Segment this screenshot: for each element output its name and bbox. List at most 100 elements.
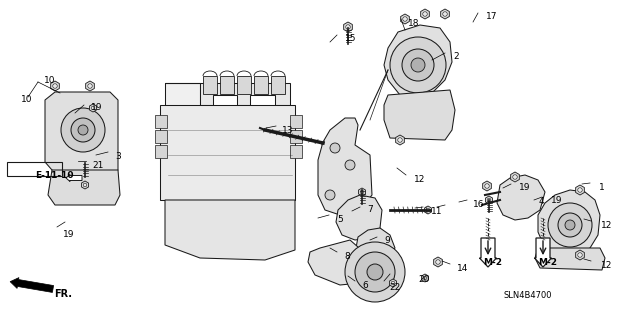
Polygon shape bbox=[358, 188, 365, 196]
Text: M-2: M-2 bbox=[538, 258, 557, 267]
Polygon shape bbox=[511, 172, 519, 182]
Circle shape bbox=[548, 203, 592, 247]
FancyArrow shape bbox=[10, 278, 54, 293]
Text: 19: 19 bbox=[519, 183, 531, 192]
Text: 21: 21 bbox=[92, 161, 104, 170]
Text: 2: 2 bbox=[453, 52, 459, 61]
Bar bbox=[7, 162, 62, 176]
Text: 10: 10 bbox=[44, 76, 56, 85]
Text: 14: 14 bbox=[457, 264, 468, 273]
Circle shape bbox=[61, 108, 105, 152]
FancyArrow shape bbox=[479, 238, 497, 267]
Circle shape bbox=[423, 276, 427, 280]
FancyArrow shape bbox=[66, 174, 82, 182]
Circle shape bbox=[487, 198, 491, 202]
Circle shape bbox=[88, 84, 92, 88]
Circle shape bbox=[513, 175, 517, 179]
Polygon shape bbox=[356, 228, 395, 262]
Text: 17: 17 bbox=[486, 12, 497, 21]
Polygon shape bbox=[45, 92, 118, 185]
Text: 11: 11 bbox=[431, 207, 442, 216]
Text: 5: 5 bbox=[337, 215, 343, 224]
Text: E-11-10: E-11-10 bbox=[35, 171, 74, 180]
Polygon shape bbox=[538, 190, 600, 255]
Polygon shape bbox=[165, 200, 295, 260]
Circle shape bbox=[391, 281, 395, 285]
Polygon shape bbox=[165, 83, 200, 170]
Bar bbox=[220, 76, 234, 94]
Polygon shape bbox=[48, 170, 120, 205]
Polygon shape bbox=[434, 257, 442, 267]
Text: 18: 18 bbox=[408, 19, 419, 28]
Circle shape bbox=[92, 106, 95, 110]
Circle shape bbox=[390, 37, 446, 93]
Text: 15: 15 bbox=[345, 34, 356, 43]
Circle shape bbox=[345, 242, 405, 302]
Text: 9: 9 bbox=[384, 236, 390, 245]
Text: SLN4B4700: SLN4B4700 bbox=[504, 291, 552, 300]
Text: 12: 12 bbox=[414, 175, 426, 184]
Text: 4: 4 bbox=[539, 197, 545, 206]
Circle shape bbox=[397, 138, 403, 142]
Polygon shape bbox=[441, 9, 449, 19]
Circle shape bbox=[436, 260, 440, 264]
Text: 19: 19 bbox=[551, 196, 563, 205]
Circle shape bbox=[325, 190, 335, 200]
Polygon shape bbox=[318, 118, 372, 215]
Circle shape bbox=[402, 49, 434, 81]
Text: 19: 19 bbox=[91, 103, 102, 112]
Polygon shape bbox=[575, 250, 584, 260]
Polygon shape bbox=[424, 206, 431, 214]
Polygon shape bbox=[396, 135, 404, 145]
Polygon shape bbox=[420, 9, 429, 19]
Polygon shape bbox=[308, 240, 378, 285]
Bar bbox=[155, 130, 167, 143]
Polygon shape bbox=[401, 14, 410, 24]
Bar bbox=[290, 130, 302, 143]
Text: 13: 13 bbox=[282, 126, 294, 135]
Text: 22: 22 bbox=[389, 283, 400, 292]
FancyArrow shape bbox=[534, 238, 552, 267]
Circle shape bbox=[403, 17, 407, 21]
Polygon shape bbox=[535, 248, 605, 270]
Circle shape bbox=[52, 84, 57, 88]
Bar bbox=[290, 115, 302, 128]
Polygon shape bbox=[486, 196, 492, 204]
Text: FR.: FR. bbox=[54, 289, 72, 299]
Text: 7: 7 bbox=[367, 205, 372, 214]
Circle shape bbox=[411, 58, 425, 72]
Polygon shape bbox=[422, 274, 428, 282]
Circle shape bbox=[367, 264, 383, 280]
Bar bbox=[203, 76, 217, 94]
Polygon shape bbox=[165, 83, 290, 105]
Circle shape bbox=[443, 12, 447, 16]
Bar bbox=[237, 76, 251, 94]
Polygon shape bbox=[86, 81, 94, 91]
Circle shape bbox=[360, 190, 364, 194]
Circle shape bbox=[558, 213, 582, 237]
Circle shape bbox=[346, 25, 350, 29]
Polygon shape bbox=[483, 181, 492, 191]
Polygon shape bbox=[51, 81, 60, 91]
Circle shape bbox=[578, 188, 582, 192]
Circle shape bbox=[484, 184, 489, 188]
Circle shape bbox=[578, 253, 582, 257]
Polygon shape bbox=[81, 181, 88, 189]
Bar bbox=[155, 115, 167, 128]
Text: 12: 12 bbox=[601, 261, 612, 270]
Polygon shape bbox=[160, 105, 295, 200]
Circle shape bbox=[565, 220, 575, 230]
Circle shape bbox=[423, 12, 428, 16]
Circle shape bbox=[71, 118, 95, 142]
Polygon shape bbox=[336, 195, 382, 240]
Polygon shape bbox=[90, 104, 97, 112]
Text: 1: 1 bbox=[599, 183, 605, 192]
Circle shape bbox=[83, 183, 87, 187]
Circle shape bbox=[426, 208, 430, 212]
Bar bbox=[254, 76, 268, 94]
Polygon shape bbox=[497, 175, 545, 220]
Text: 10: 10 bbox=[21, 95, 33, 104]
Polygon shape bbox=[344, 22, 353, 32]
Text: 20: 20 bbox=[418, 275, 429, 284]
Bar bbox=[290, 145, 302, 158]
